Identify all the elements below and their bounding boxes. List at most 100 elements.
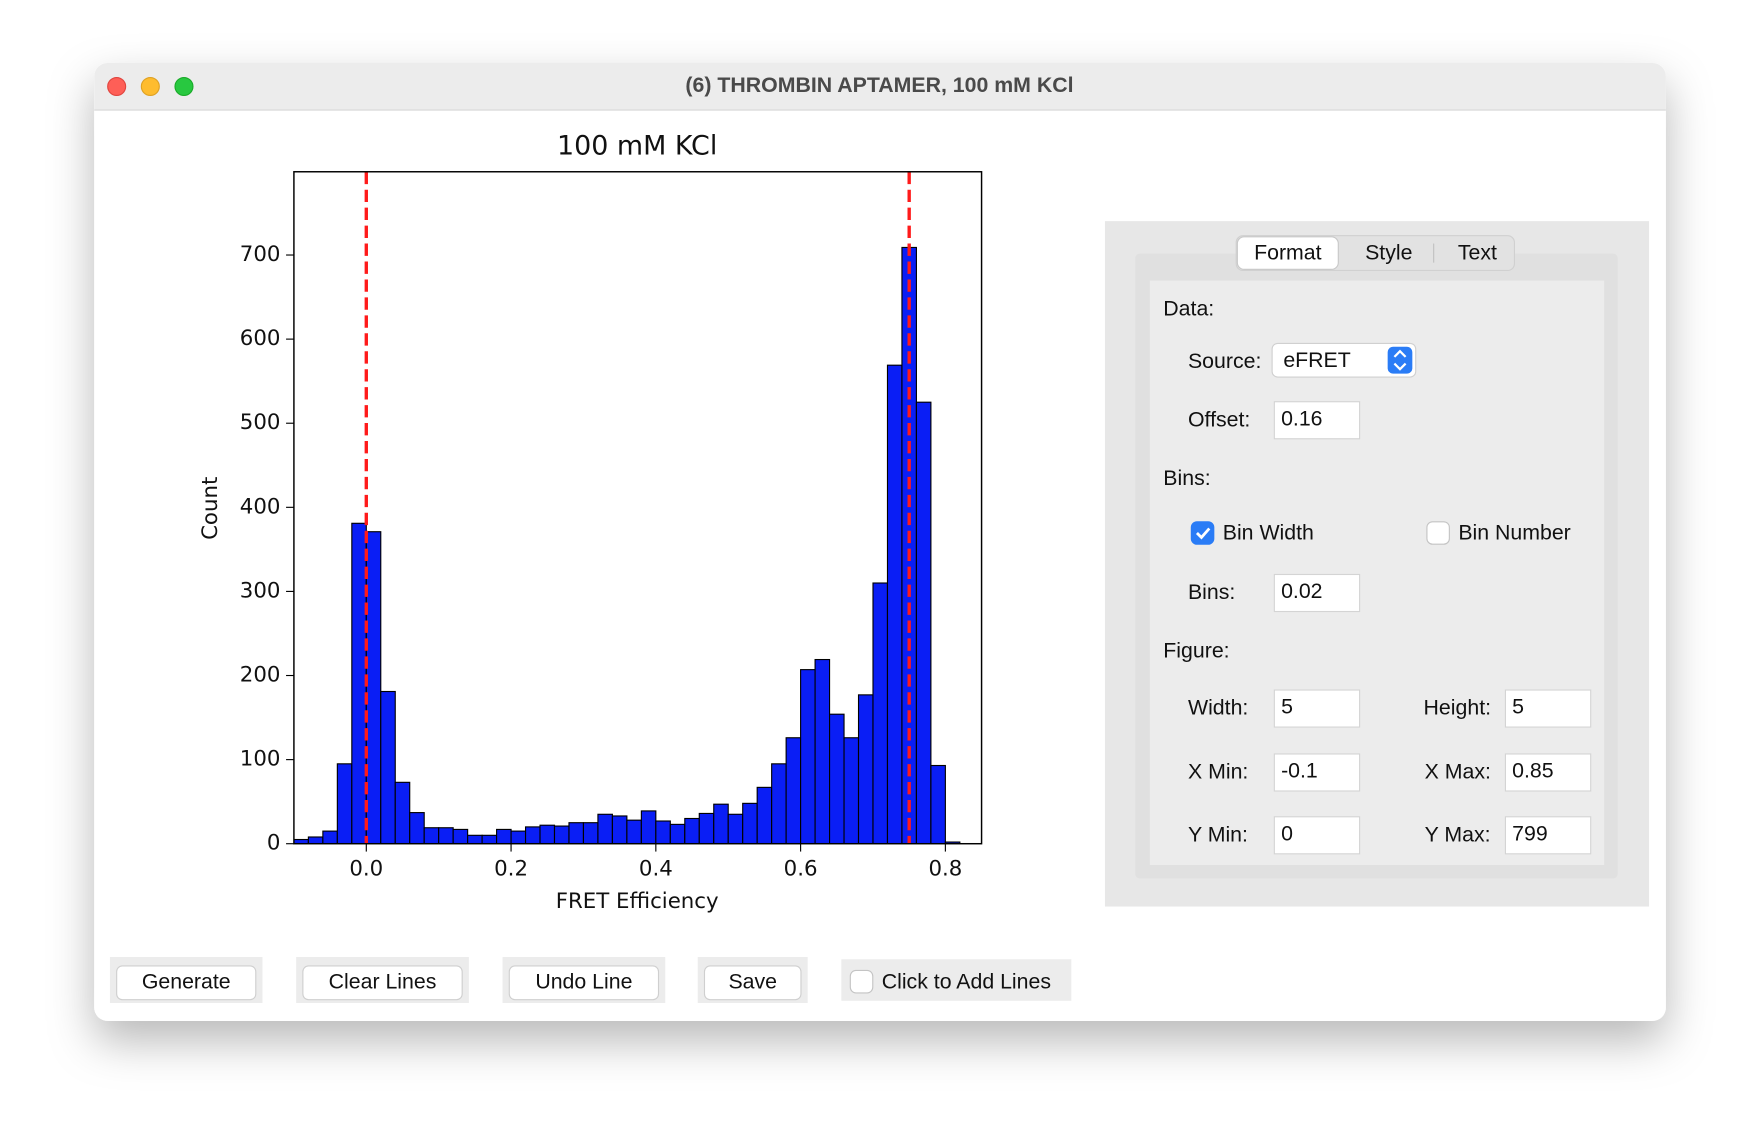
x-tick-label: 0.2 bbox=[494, 857, 528, 882]
field-label: Y Min: bbox=[1188, 822, 1248, 846]
select-value: eFRET bbox=[1283, 348, 1350, 372]
bar bbox=[857, 694, 874, 844]
x-tick-label: 0.4 bbox=[639, 857, 673, 882]
select-stepper bbox=[1387, 346, 1413, 374]
selected-tab bbox=[1236, 236, 1339, 270]
bar bbox=[930, 764, 946, 844]
close-button[interactable] bbox=[107, 76, 127, 97]
y-tick-label: 700 bbox=[240, 242, 281, 267]
input-value: 0.16 bbox=[1281, 406, 1322, 430]
field-label: Offset: bbox=[1188, 407, 1250, 431]
stepper-arrows bbox=[1393, 349, 1407, 371]
checkbox[interactable] bbox=[1426, 521, 1450, 545]
bar bbox=[539, 824, 556, 844]
bar bbox=[742, 802, 758, 844]
input-value: 799 bbox=[1512, 821, 1548, 845]
field-label: Data: bbox=[1163, 296, 1214, 320]
tab[interactable]: Style bbox=[1365, 240, 1412, 264]
bar bbox=[829, 713, 845, 844]
bar bbox=[756, 786, 773, 844]
bar bbox=[496, 828, 512, 844]
bar bbox=[307, 836, 324, 844]
bar bbox=[351, 522, 367, 844]
bar bbox=[915, 401, 932, 844]
bar bbox=[568, 822, 585, 844]
input-value: 5 bbox=[1281, 695, 1293, 719]
y-tick-label: 600 bbox=[240, 326, 281, 351]
bar bbox=[655, 820, 671, 844]
y-tick-label: 0 bbox=[267, 831, 281, 856]
y-tick-label: 400 bbox=[240, 494, 281, 519]
bar bbox=[684, 817, 700, 844]
field-label: Y Max: bbox=[1425, 822, 1491, 846]
y-tick-label: 200 bbox=[240, 663, 281, 688]
bar bbox=[611, 815, 628, 844]
settings-panel: Format Style Text Data: Source: eFRET Offset: 0… bbox=[1104, 221, 1650, 907]
input-value: 0 bbox=[1281, 821, 1293, 845]
y-tick-label: 500 bbox=[240, 410, 281, 435]
plot-area bbox=[293, 171, 961, 844]
bar bbox=[713, 803, 729, 844]
bar bbox=[843, 737, 860, 844]
field-label: Bin Width bbox=[1223, 521, 1314, 545]
checkbox[interactable] bbox=[1190, 521, 1215, 545]
input-value: 0.85 bbox=[1512, 759, 1553, 783]
bar bbox=[380, 690, 396, 844]
text-input[interactable] bbox=[1273, 753, 1361, 792]
bar bbox=[800, 669, 816, 844]
bar bbox=[553, 825, 570, 844]
bar bbox=[698, 812, 715, 844]
minimize-button[interactable] bbox=[140, 76, 160, 97]
x-tick-label: 0.8 bbox=[928, 857, 962, 882]
checkbox[interactable] bbox=[849, 969, 874, 994]
button[interactable] bbox=[703, 965, 802, 1001]
text-input[interactable] bbox=[1273, 689, 1361, 728]
bar bbox=[365, 531, 382, 844]
bar bbox=[886, 364, 903, 844]
field-label: Bin Number bbox=[1458, 521, 1570, 545]
text-input[interactable] bbox=[1504, 816, 1592, 855]
button-label: Generate bbox=[142, 969, 231, 993]
text-input[interactable] bbox=[1273, 401, 1361, 440]
text-input[interactable] bbox=[1504, 689, 1592, 728]
bar bbox=[481, 834, 498, 844]
text-input[interactable] bbox=[1504, 753, 1592, 792]
field-label: Bins: bbox=[1163, 466, 1210, 490]
button-label: Undo Line bbox=[535, 969, 632, 993]
input-value: 5 bbox=[1512, 695, 1524, 719]
chart: 100 mM KCl FRET Efficiency Count 0.0 0.2 0… bbox=[198, 131, 983, 914]
field-label: X Min: bbox=[1188, 760, 1248, 784]
bar bbox=[423, 827, 440, 844]
field-label: Bins: bbox=[1188, 580, 1235, 604]
tab[interactable]: Format bbox=[1254, 240, 1322, 264]
button[interactable] bbox=[116, 965, 257, 1001]
chart-title: 100 mM KCl bbox=[557, 131, 717, 162]
bar bbox=[524, 826, 541, 844]
bar bbox=[452, 828, 469, 844]
text-input[interactable] bbox=[1273, 816, 1361, 855]
bar bbox=[626, 819, 642, 844]
source-select[interactable] bbox=[1271, 342, 1417, 378]
field-label: X Max: bbox=[1425, 760, 1491, 784]
bar bbox=[597, 813, 613, 844]
bar bbox=[336, 763, 353, 844]
bar bbox=[669, 823, 686, 844]
x-axis-label: FRET Efficiency bbox=[556, 889, 719, 914]
tab[interactable]: Text bbox=[1458, 240, 1497, 264]
zoom-button[interactable] bbox=[174, 76, 194, 97]
button[interactable] bbox=[302, 965, 463, 1001]
bar bbox=[510, 830, 527, 844]
field-label: Height: bbox=[1424, 696, 1491, 720]
text-input[interactable] bbox=[1273, 573, 1361, 613]
input-value: -0.1 bbox=[1281, 759, 1318, 783]
bar bbox=[582, 822, 599, 844]
button-bar: Generate Clear Lines Undo Line Save Click to… bbox=[109, 957, 1072, 1004]
x-tick-label: 0.0 bbox=[349, 857, 383, 882]
field-label: Width: bbox=[1188, 696, 1248, 720]
bar bbox=[467, 834, 483, 844]
button[interactable] bbox=[508, 965, 660, 1001]
button-label: Save bbox=[728, 969, 777, 993]
y-tick-label: 100 bbox=[240, 747, 281, 772]
